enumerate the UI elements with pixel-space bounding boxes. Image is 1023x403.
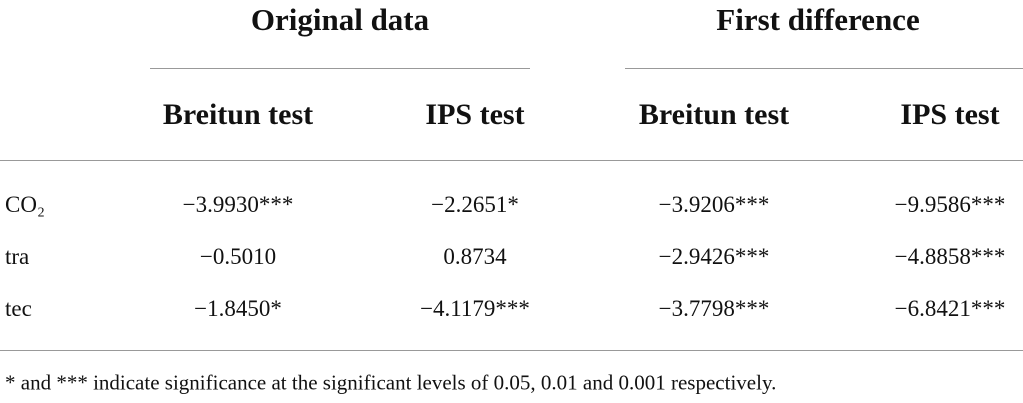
footnote: * and *** indicate significance at the s… xyxy=(5,370,777,395)
header-rule xyxy=(0,160,1023,161)
cell: −2.9426*** xyxy=(658,244,770,269)
row-label: tra xyxy=(5,244,30,269)
cell: −3.9206*** xyxy=(658,192,770,217)
column-header: Breitun test xyxy=(162,98,314,131)
cell: −3.9930*** xyxy=(182,192,294,217)
row-label: CO₂ xyxy=(5,192,45,217)
cell: −4.1179*** xyxy=(420,296,530,321)
cell: −1.8450* xyxy=(194,296,282,321)
cell: −4.8858*** xyxy=(894,244,1006,269)
column-header: IPS test xyxy=(425,98,525,131)
cell: 0.8734 xyxy=(443,244,507,269)
cell: −0.5010 xyxy=(199,244,277,269)
column-header: Breitun test xyxy=(638,98,790,131)
group-header: First difference xyxy=(716,2,920,37)
cell: −3.7798*** xyxy=(658,296,770,321)
cell: −9.9586*** xyxy=(894,192,1006,217)
group-header: Original data xyxy=(250,2,430,37)
column-header: IPS test xyxy=(900,98,1000,131)
row-label: tec xyxy=(5,296,32,321)
cell: −6.8421*** xyxy=(894,296,1006,321)
group-rule xyxy=(625,68,1023,69)
bottom-rule xyxy=(0,350,1023,351)
cell: −2.2651* xyxy=(431,192,519,217)
group-rule xyxy=(150,68,530,69)
